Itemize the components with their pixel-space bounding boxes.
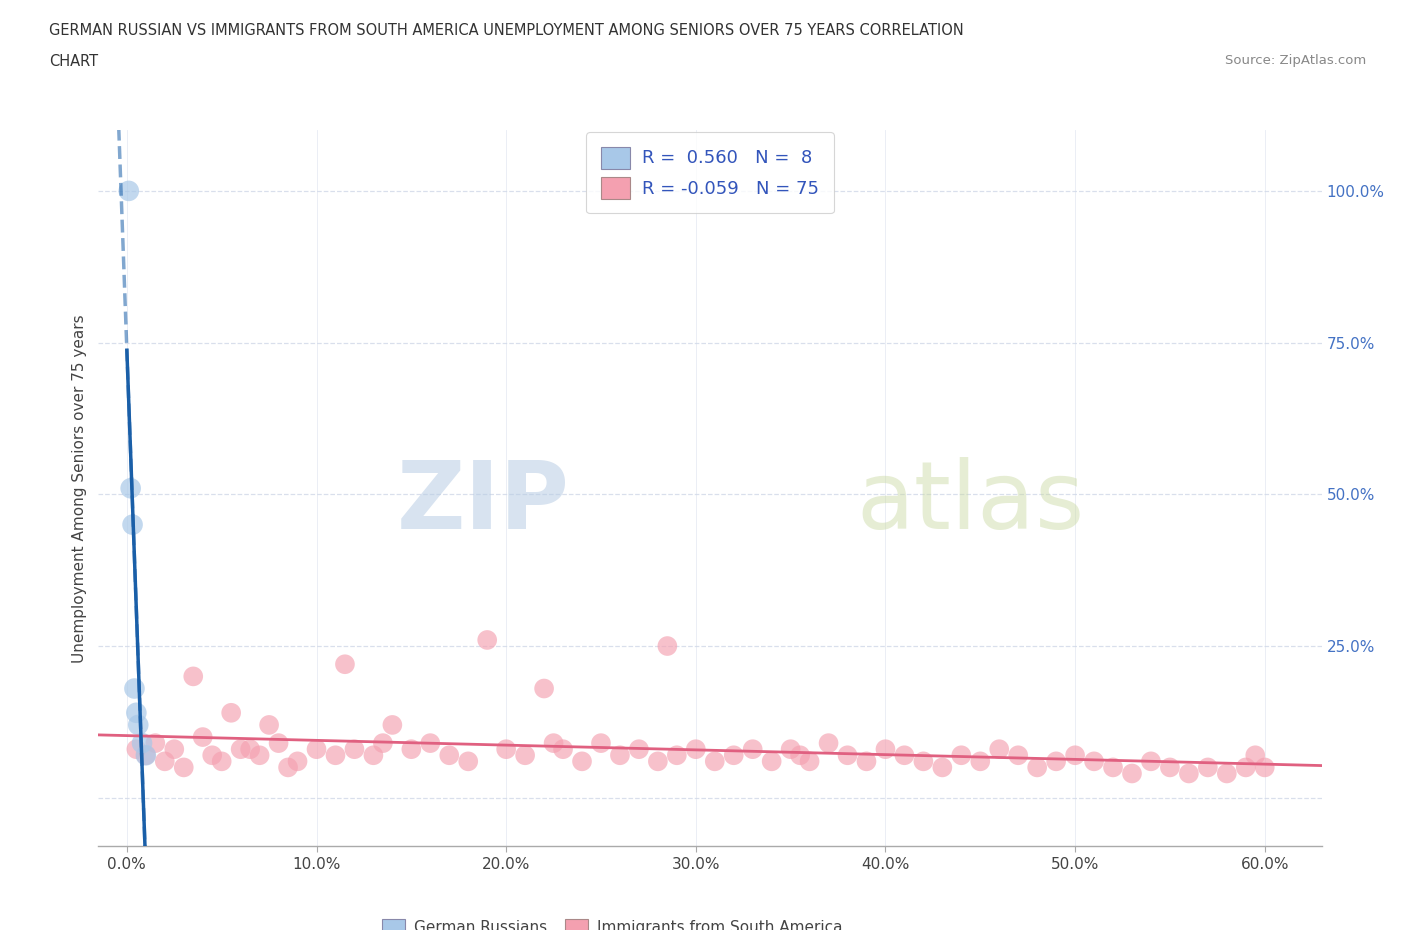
Point <box>609 748 631 763</box>
Point <box>118 183 141 198</box>
Point <box>121 517 143 532</box>
Text: GERMAN RUSSIAN VS IMMIGRANTS FROM SOUTH AMERICA UNEMPLOYMENT AMONG SENIORS OVER : GERMAN RUSSIAN VS IMMIGRANTS FROM SOUTH … <box>49 23 965 38</box>
Point <box>201 748 224 763</box>
Point <box>131 736 153 751</box>
Point <box>837 748 859 763</box>
Point <box>855 754 877 769</box>
Point <box>789 748 811 763</box>
Point <box>191 730 214 745</box>
Point <box>657 639 679 654</box>
Point <box>1083 754 1105 769</box>
Point <box>741 742 763 757</box>
Point <box>647 754 669 769</box>
Point <box>1197 760 1219 775</box>
Point <box>551 742 574 757</box>
Point <box>239 742 262 757</box>
Point <box>1064 748 1087 763</box>
Point <box>457 754 479 769</box>
Point <box>495 742 517 757</box>
Point <box>513 748 536 763</box>
Point <box>125 705 148 720</box>
Point <box>124 681 146 696</box>
Point <box>969 754 991 769</box>
Point <box>1216 766 1239 781</box>
Text: atlas: atlas <box>856 457 1085 549</box>
Point <box>173 760 195 775</box>
Point <box>125 742 148 757</box>
Point <box>249 748 271 763</box>
Point <box>1178 766 1201 781</box>
Point <box>1140 754 1163 769</box>
Point <box>665 748 688 763</box>
Point <box>685 742 707 757</box>
Point <box>343 742 366 757</box>
Point <box>127 717 149 732</box>
Point <box>533 681 555 696</box>
Point <box>120 481 142 496</box>
Point <box>305 742 328 757</box>
Point <box>875 742 897 757</box>
Text: ZIP: ZIP <box>396 457 569 549</box>
Point <box>723 748 745 763</box>
Point <box>1254 760 1277 775</box>
Point <box>363 748 385 763</box>
Point <box>761 754 783 769</box>
Point <box>439 748 461 763</box>
Text: CHART: CHART <box>49 54 98 69</box>
Point <box>371 736 394 751</box>
Point <box>143 736 166 751</box>
Point <box>219 705 242 720</box>
Point <box>1159 760 1181 775</box>
Legend: German Russians, Immigrants from South America: German Russians, Immigrants from South A… <box>374 911 851 930</box>
Point <box>211 754 233 769</box>
Point <box>325 748 347 763</box>
Point <box>135 748 157 763</box>
Point <box>419 736 441 751</box>
Point <box>627 742 650 757</box>
Point <box>401 742 423 757</box>
Point <box>1234 760 1257 775</box>
Point <box>267 736 290 751</box>
Point <box>153 754 176 769</box>
Text: Source: ZipAtlas.com: Source: ZipAtlas.com <box>1226 54 1367 67</box>
Point <box>571 754 593 769</box>
Point <box>1045 754 1067 769</box>
Point <box>1026 760 1049 775</box>
Point <box>333 657 356 671</box>
Point <box>893 748 915 763</box>
Y-axis label: Unemployment Among Seniors over 75 years: Unemployment Among Seniors over 75 years <box>72 314 87 662</box>
Point <box>381 717 404 732</box>
Point <box>1102 760 1125 775</box>
Point <box>543 736 565 751</box>
Point <box>1121 766 1143 781</box>
Point <box>589 736 612 751</box>
Point <box>799 754 821 769</box>
Point <box>931 760 953 775</box>
Point <box>257 717 280 732</box>
Point <box>1244 748 1267 763</box>
Point <box>950 748 973 763</box>
Point <box>703 754 725 769</box>
Point <box>135 748 157 763</box>
Point <box>477 632 499 647</box>
Point <box>287 754 309 769</box>
Point <box>817 736 839 751</box>
Point <box>163 742 186 757</box>
Point <box>277 760 299 775</box>
Point <box>912 754 935 769</box>
Point <box>1007 748 1029 763</box>
Point <box>229 742 252 757</box>
Point <box>988 742 1011 757</box>
Point <box>181 669 204 684</box>
Point <box>779 742 801 757</box>
